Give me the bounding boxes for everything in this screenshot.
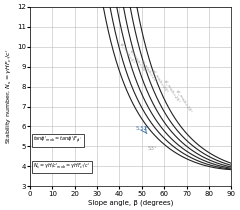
Text: φ’_mob=10°: φ’_mob=10° [129, 49, 147, 75]
Text: $N_s = \gamma H/c'_{mob} = \gamma HF_{c'}/c'$: $N_s = \gamma H/c'_{mob} = \gamma HF_{c'… [33, 162, 91, 171]
Text: φ’_mob=5°: φ’_mob=5° [119, 41, 136, 65]
Text: φ’_mob=30°: φ’_mob=30° [175, 89, 193, 114]
Text: 53°: 53° [147, 146, 157, 151]
Text: φ’_mob=15°: φ’_mob=15° [140, 59, 158, 85]
Y-axis label: Stability number, $N_s = \gamma HF_{c'}/c'$: Stability number, $N_s = \gamma HF_{c'}/… [4, 49, 14, 144]
X-axis label: Slope angle, β (degrees): Slope angle, β (degrees) [88, 199, 173, 206]
Text: φ’_mob=25°: φ’_mob=25° [162, 79, 180, 104]
Text: $tan\phi'_{mob} = tan\phi'/F_{\phi'}$: $tan\phi'_{mob} = tan\phi'/F_{\phi'}$ [33, 135, 82, 145]
Text: 5.52: 5.52 [136, 126, 148, 131]
Text: φ’_mob=20°: φ’_mob=20° [151, 69, 169, 95]
